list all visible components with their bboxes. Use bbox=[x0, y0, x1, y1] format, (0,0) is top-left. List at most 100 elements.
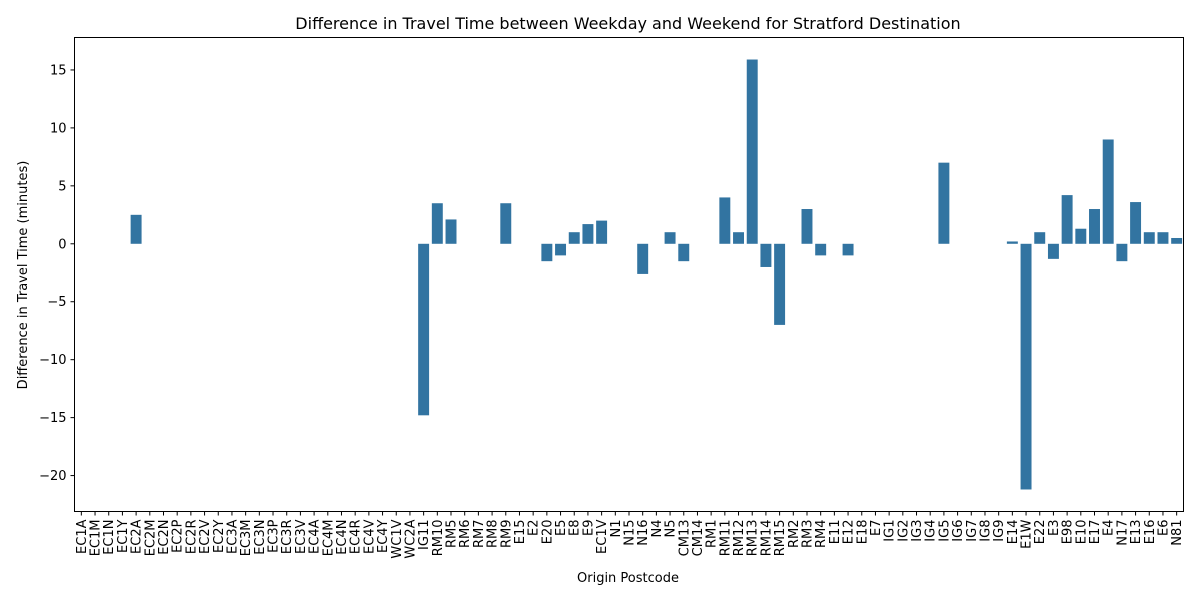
bar-RM13 bbox=[746, 59, 758, 244]
x-axis-label: Origin Postcode bbox=[577, 571, 679, 586]
x-tick-label: EC1N bbox=[102, 520, 117, 555]
x-tick-label: E13 bbox=[1129, 520, 1144, 545]
bar-RM10 bbox=[431, 203, 443, 244]
bar-E8 bbox=[568, 232, 580, 244]
bar-E14 bbox=[1006, 241, 1018, 244]
x-tick-label: N16 bbox=[636, 520, 651, 546]
y-tick-label: −15 bbox=[39, 411, 66, 426]
x-tick-label: IG5 bbox=[937, 520, 952, 542]
y-tick-label: 5 bbox=[58, 179, 66, 194]
x-tick-label: EC4V bbox=[362, 519, 377, 554]
x-tick-label: RM5 bbox=[445, 520, 460, 549]
x-tick-label: IG11 bbox=[417, 520, 432, 550]
x-tick-label: E1W bbox=[1020, 519, 1035, 548]
x-tick-label: EC2A bbox=[130, 519, 145, 554]
x-tick-label: E11 bbox=[828, 520, 843, 545]
x-tick-label: N15 bbox=[623, 520, 638, 546]
x-tick-label: N1 bbox=[609, 520, 624, 538]
x-tick-label: IG9 bbox=[992, 520, 1007, 542]
y-tick-label: −5 bbox=[47, 295, 66, 310]
x-tick-label: IG8 bbox=[978, 520, 993, 542]
x-tick-label: E20 bbox=[540, 520, 555, 545]
x-tick-label: EC4A bbox=[308, 519, 323, 554]
x-tick-label: EC3V bbox=[294, 519, 309, 554]
x-tick-label: EC1V bbox=[595, 519, 610, 554]
x-tick-label: EC4Y bbox=[376, 519, 391, 553]
x-tick-label: EC1Y bbox=[116, 519, 131, 553]
bar-E12 bbox=[842, 243, 854, 256]
x-tick-label: EC3A bbox=[225, 519, 240, 554]
x-tick-label: IG7 bbox=[965, 520, 980, 542]
bar-N16 bbox=[637, 243, 649, 274]
x-tick-label: E5 bbox=[554, 520, 569, 537]
bar-E20 bbox=[541, 243, 553, 262]
y-tick-label: −10 bbox=[39, 353, 66, 368]
x-tick-label: RM14 bbox=[759, 520, 774, 557]
x-tick-label: N81 bbox=[1170, 520, 1185, 546]
x-tick-label: RM9 bbox=[499, 520, 514, 549]
x-tick-label: EC2V bbox=[198, 519, 213, 554]
x-tick-label: EC4N bbox=[335, 520, 350, 555]
bar-E16 bbox=[1143, 232, 1155, 244]
x-tick-label: EC3M bbox=[239, 520, 254, 557]
x-tick-label: E12 bbox=[842, 520, 857, 545]
x-tick-label: E6 bbox=[1156, 520, 1171, 537]
x-tick-label: RM4 bbox=[814, 520, 829, 549]
bar-E10 bbox=[1075, 228, 1087, 244]
bar-RM15 bbox=[774, 243, 786, 325]
x-tick-label: EC2R bbox=[184, 520, 199, 555]
x-tick-label: E98 bbox=[1061, 520, 1076, 545]
x-tick-label: E17 bbox=[1088, 520, 1103, 545]
x-tick-label: EC3N bbox=[253, 520, 268, 555]
y-axis-label: Difference in Travel Time (minutes) bbox=[16, 161, 31, 390]
bars-group bbox=[130, 59, 1183, 490]
bar-RM14 bbox=[760, 243, 772, 267]
x-axis: EC1AEC1MEC1NEC1YEC2AEC2MEC2NEC2PEC2REC2V… bbox=[75, 511, 1185, 559]
bar-E1W bbox=[1020, 243, 1032, 490]
x-tick-label: RM3 bbox=[800, 520, 815, 549]
y-axis: −20 −15 −10 −5 0 5 10 15 bbox=[39, 63, 75, 484]
x-tick-label: E2 bbox=[527, 520, 542, 537]
x-tick-label: RM6 bbox=[458, 520, 473, 549]
bar-E22 bbox=[1034, 232, 1046, 244]
y-tick-label: −20 bbox=[39, 469, 66, 484]
bar-RM5 bbox=[445, 219, 457, 244]
plot-frame bbox=[74, 37, 1184, 512]
x-tick-label: E22 bbox=[1033, 520, 1048, 545]
bar-RM9 bbox=[500, 203, 512, 244]
bar-N81 bbox=[1171, 237, 1183, 244]
x-tick-label: EC2N bbox=[157, 520, 172, 555]
bar-E5 bbox=[555, 243, 567, 256]
x-tick-label: E15 bbox=[513, 520, 528, 545]
bar-E4 bbox=[1102, 139, 1114, 244]
x-tick-label: EC1M bbox=[89, 520, 104, 557]
x-tick-label: RM2 bbox=[787, 520, 802, 549]
x-tick-label: RM11 bbox=[718, 520, 733, 557]
bar-RM11 bbox=[719, 197, 731, 244]
x-tick-label: E10 bbox=[1074, 520, 1089, 545]
x-tick-label: RM12 bbox=[732, 520, 747, 557]
bar-E98 bbox=[1061, 195, 1073, 244]
x-tick-label: RM8 bbox=[486, 520, 501, 549]
bar-RM12 bbox=[733, 232, 744, 244]
bar-IG11 bbox=[418, 243, 430, 416]
bar-N17 bbox=[1116, 243, 1128, 262]
x-tick-label: CM14 bbox=[691, 520, 706, 557]
x-tick-label: N4 bbox=[650, 520, 665, 538]
x-tick-label: CM13 bbox=[677, 520, 692, 557]
x-tick-label: RM13 bbox=[746, 520, 761, 557]
x-tick-label: RM10 bbox=[431, 520, 446, 557]
chart-title: Difference in Travel Time between Weekda… bbox=[295, 14, 960, 33]
bar-N5 bbox=[664, 232, 676, 244]
bar-CM13 bbox=[678, 243, 690, 262]
x-tick-label: EC4M bbox=[321, 520, 336, 557]
bar-E9 bbox=[582, 224, 594, 244]
y-tick-label: 10 bbox=[50, 121, 67, 136]
x-tick-label: IG1 bbox=[883, 520, 898, 542]
bar-RM4 bbox=[815, 243, 827, 256]
x-tick-label: IG6 bbox=[951, 520, 966, 542]
x-tick-label: WC1V bbox=[390, 519, 405, 558]
x-tick-label: EC4R bbox=[349, 520, 364, 555]
x-tick-label: EC2Y bbox=[212, 519, 227, 553]
